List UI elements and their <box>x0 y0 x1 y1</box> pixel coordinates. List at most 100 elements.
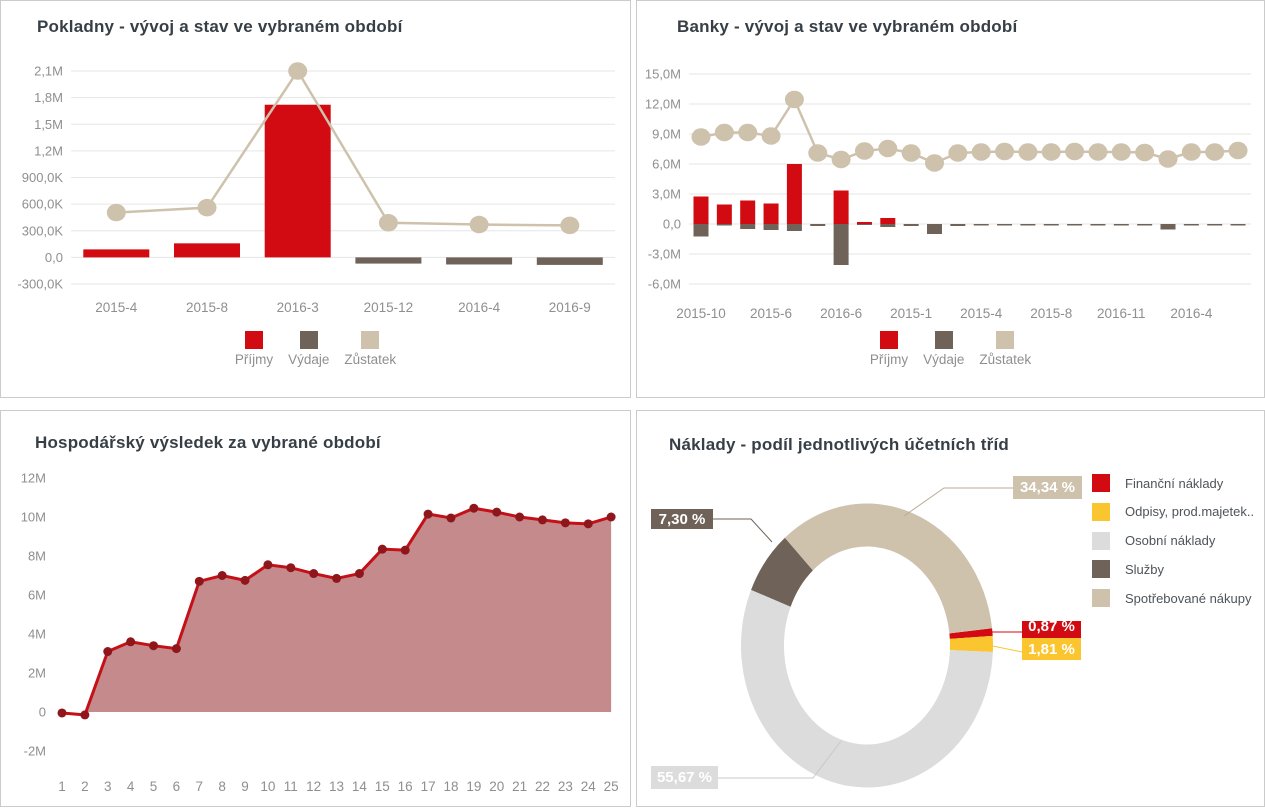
area-marker[interactable] <box>240 575 250 585</box>
bar[interactable] <box>786 224 802 231</box>
line-marker[interactable] <box>1018 143 1038 161</box>
bar[interactable] <box>997 224 1013 226</box>
banky-chart[interactable]: 15,0M 12,0M 9,0M 6,0M 3,0M 0,0 -3,0M -6,0M 2015-… <box>637 1 1264 397</box>
area-marker[interactable] <box>217 571 227 580</box>
area-marker[interactable] <box>80 710 90 720</box>
donut-slice[interactable] <box>741 589 993 788</box>
bar[interactable] <box>1207 224 1223 226</box>
area-marker[interactable] <box>332 573 342 583</box>
area-marker[interactable] <box>423 509 433 519</box>
bar[interactable] <box>1090 224 1106 226</box>
line-marker[interactable] <box>1088 143 1108 161</box>
bar[interactable] <box>810 224 826 226</box>
donut-slice[interactable] <box>751 537 813 607</box>
line-marker[interactable] <box>948 144 968 162</box>
prijmy-bars[interactable] <box>83 104 331 258</box>
legend-item-zustatek[interactable]: Zůstatek <box>344 331 396 367</box>
bar[interactable] <box>355 257 422 264</box>
line-marker[interactable] <box>560 216 580 235</box>
legend-item-vydaje[interactable]: Výdaje <box>923 331 964 367</box>
line-marker[interactable] <box>854 142 874 160</box>
line-marker[interactable] <box>1111 143 1131 161</box>
line-marker[interactable] <box>738 123 758 142</box>
bar[interactable] <box>83 249 150 258</box>
bar[interactable] <box>856 224 872 225</box>
area-marker[interactable] <box>446 513 456 523</box>
bar[interactable] <box>1043 224 1059 226</box>
bar[interactable] <box>786 164 802 224</box>
bar[interactable] <box>1230 224 1246 226</box>
area-marker[interactable] <box>583 519 593 529</box>
line-marker[interactable] <box>469 215 489 234</box>
line-marker[interactable] <box>1065 142 1085 161</box>
line-marker[interactable] <box>288 62 308 80</box>
donut-slices[interactable] <box>741 503 993 788</box>
area-marker[interactable] <box>354 569 364 579</box>
result-area-series[interactable] <box>57 503 616 720</box>
area-marker[interactable] <box>126 637 136 647</box>
bar[interactable] <box>1160 224 1176 230</box>
donut-legend-item[interactable]: Finanční náklady <box>1092 474 1223 492</box>
donut-slice[interactable] <box>784 503 993 634</box>
bar[interactable] <box>740 200 756 225</box>
line-marker[interactable] <box>1135 143 1155 162</box>
legend-item-zustatek[interactable]: Zůstatek <box>979 331 1031 367</box>
bar[interactable] <box>833 190 849 225</box>
area-marker[interactable] <box>377 544 387 554</box>
prijmy-bars[interactable] <box>693 164 896 225</box>
line-marker[interactable] <box>878 139 898 158</box>
line-marker[interactable] <box>1205 143 1225 161</box>
bar[interactable] <box>446 257 513 265</box>
area-marker[interactable] <box>515 512 525 522</box>
line-marker[interactable] <box>1181 143 1201 161</box>
area-marker[interactable] <box>57 708 67 718</box>
bar[interactable] <box>1067 224 1083 226</box>
bar[interactable] <box>716 224 732 226</box>
line-marker[interactable] <box>378 214 398 232</box>
naklady-donut-chart[interactable] <box>637 411 1264 806</box>
zustatek-line[interactable] <box>106 62 580 235</box>
area-marker[interactable] <box>606 512 616 522</box>
legend-item-prijmy[interactable]: Příjmy <box>870 331 908 367</box>
line-marker[interactable] <box>831 150 851 169</box>
area-marker[interactable] <box>171 644 181 654</box>
area-marker[interactable] <box>194 576 204 586</box>
line-marker[interactable] <box>1158 150 1178 168</box>
area-marker[interactable] <box>263 560 273 570</box>
donut-legend-item[interactable]: Osobní náklady <box>1092 531 1215 550</box>
line-marker[interactable] <box>925 154 944 172</box>
bar[interactable] <box>740 224 756 229</box>
bar[interactable] <box>880 218 896 224</box>
bar[interactable] <box>716 204 732 225</box>
line-marker[interactable] <box>197 198 217 217</box>
area-marker[interactable] <box>309 569 319 579</box>
bar[interactable] <box>763 224 779 230</box>
bar[interactable] <box>536 257 603 265</box>
bar[interactable] <box>880 224 896 227</box>
pokladny-chart[interactable]: 2,1M 1,8M 1,5M 1,2M 900,0K 600,0K 300,0K 0,0 -30… <box>1 1 630 397</box>
area-marker[interactable] <box>400 545 410 555</box>
area-marker[interactable] <box>469 503 479 513</box>
bar[interactable] <box>1137 224 1153 226</box>
line-marker[interactable] <box>1041 143 1061 161</box>
area-marker[interactable] <box>103 647 113 657</box>
bar[interactable] <box>1113 224 1129 226</box>
legend-item-vydaje[interactable]: Výdaje <box>288 331 329 367</box>
bar[interactable] <box>903 224 919 226</box>
area-marker[interactable] <box>149 641 159 651</box>
zustatek-line[interactable] <box>691 90 1248 172</box>
bar[interactable] <box>264 104 331 258</box>
area-marker[interactable] <box>537 515 547 525</box>
line-marker[interactable] <box>995 142 1015 161</box>
bar[interactable] <box>1183 224 1199 226</box>
bar[interactable] <box>763 203 779 225</box>
legend-item-prijmy[interactable]: Příjmy <box>235 331 273 367</box>
line-marker[interactable] <box>901 144 921 162</box>
bar[interactable] <box>973 224 989 226</box>
bar[interactable] <box>1020 224 1036 226</box>
line-marker[interactable] <box>784 90 804 109</box>
line-marker[interactable] <box>714 123 734 142</box>
donut-legend-item[interactable]: Spotřebované nákupy <box>1092 589 1251 608</box>
bar[interactable] <box>927 224 942 234</box>
